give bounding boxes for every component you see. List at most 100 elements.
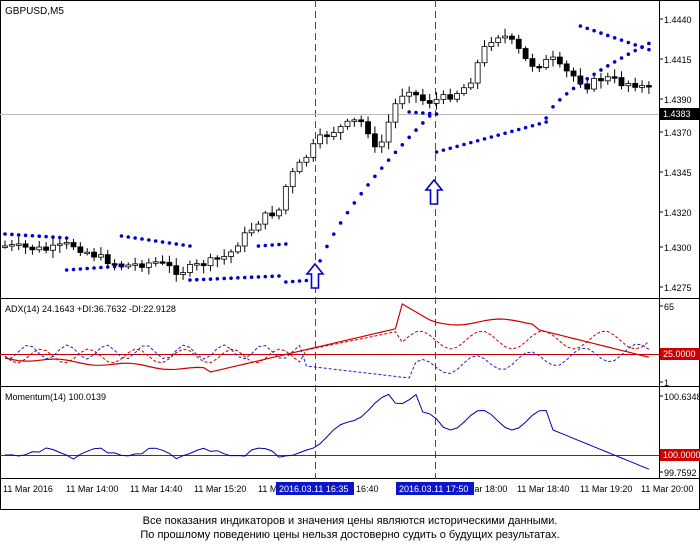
candle-body	[296, 161, 303, 173]
candle-body	[399, 95, 406, 105]
svg-text:1.4300: 1.4300	[664, 243, 692, 253]
psar-dot	[516, 127, 521, 132]
candle-body	[180, 272, 187, 275]
price-chart[interactable]: GBPUSD,M5 1.4440 1.4415 1.4390 1.4370 1.…	[0, 0, 700, 510]
candle-body	[159, 261, 166, 264]
psar-dot	[612, 36, 617, 40]
candle-body	[371, 133, 378, 148]
psar-dot	[229, 276, 233, 280]
candle-body	[255, 223, 262, 231]
psar-dot	[647, 47, 651, 52]
svg-text:11 Mar 19:20: 11 Mar 19:20	[580, 484, 632, 494]
adx-level-label: 25.0000	[663, 349, 696, 359]
psar-dot	[558, 98, 562, 102]
candlestick-series	[2, 28, 652, 282]
candle-body	[36, 246, 43, 251]
psar-dot	[578, 24, 583, 28]
psar-dot	[633, 43, 637, 47]
psar-dot	[523, 125, 528, 130]
psar-dot	[325, 244, 329, 249]
candle-body	[173, 265, 180, 275]
psar-dot	[647, 41, 651, 46]
svg-text:1.4345: 1.4345	[664, 168, 692, 178]
adx-main-line	[4, 303, 650, 373]
psar-dot	[571, 86, 576, 91]
psar-dot	[544, 120, 548, 124]
candle-body	[488, 42, 495, 47]
psar-dot	[153, 239, 158, 243]
candle-body	[221, 256, 228, 260]
psar-dot	[564, 92, 569, 96]
psar-dot	[612, 60, 617, 64]
psar-dot	[318, 259, 322, 263]
psar-dot	[10, 232, 14, 237]
candle-body	[166, 261, 173, 267]
disclaimer-line-1: Все показания индикаторов и значения цен…	[142, 515, 558, 527]
candle-body	[495, 37, 502, 43]
psar-dot	[619, 38, 624, 42]
svg-text:11 Mar 20:00: 11 Mar 20:00	[641, 484, 693, 494]
candle-body	[481, 46, 488, 64]
psar-dot	[215, 276, 220, 281]
candle-body	[2, 245, 8, 248]
psar-dot	[304, 278, 309, 283]
svg-text:11 Mar 14:40: 11 Mar 14:40	[130, 484, 182, 494]
svg-text:11 Mar 1: 11 Mar 1	[258, 484, 293, 494]
psar-dot	[16, 233, 21, 237]
svg-text:1.4440: 1.4440	[664, 15, 692, 25]
psar-dot	[37, 234, 42, 239]
candle-body	[91, 251, 97, 258]
candle-body	[604, 76, 611, 82]
disclaimer: Все показания индикаторов и значения цен…	[0, 514, 700, 542]
psar-dot	[174, 242, 179, 246]
svg-text:1.4275: 1.4275	[664, 283, 692, 293]
candle-body	[467, 82, 474, 89]
psar-dot	[482, 137, 487, 141]
candle-body	[145, 262, 152, 268]
psar-dot	[263, 274, 268, 279]
psar-dot	[400, 142, 405, 147]
candle-body	[461, 87, 467, 94]
psar-dot	[352, 201, 357, 205]
psar-dot	[414, 128, 418, 132]
momentum-axis: 100.6348 99.7592	[659, 392, 700, 478]
psar-dot	[277, 242, 281, 247]
candle-body	[241, 232, 248, 247]
time-highlight-1	[276, 482, 354, 495]
momentum-level-badge	[660, 449, 700, 461]
candle-body	[303, 156, 310, 163]
candle-body	[536, 66, 543, 69]
psar-dot	[633, 48, 637, 53]
svg-text:1.4320: 1.4320	[664, 208, 692, 218]
psar-dot	[407, 110, 411, 114]
psar-dot	[119, 234, 124, 238]
psar-dot	[30, 233, 35, 238]
psar-dot	[510, 129, 514, 134]
psar-dot	[99, 265, 103, 270]
candle-body	[392, 103, 399, 123]
adx-level-badge	[660, 348, 700, 360]
candle-body	[406, 91, 413, 97]
psar-dot	[640, 45, 644, 50]
svg-text:11 Mar 18:00: 11 Mar 18:00	[455, 484, 507, 494]
momentum-label: Momentum(14) 100.0139	[5, 392, 106, 402]
psar-dot	[455, 144, 459, 149]
candle-body	[454, 93, 461, 100]
candle-body	[104, 254, 111, 265]
psar-dot	[386, 158, 391, 162]
psar-dot	[619, 56, 624, 60]
psar-dot	[592, 28, 596, 33]
candle-body	[502, 35, 508, 39]
candle-body	[426, 100, 433, 104]
psar-dot	[421, 121, 425, 125]
candle-body	[563, 63, 570, 72]
psar-dot	[78, 267, 83, 271]
psar-dot	[626, 40, 631, 45]
adx-plus-di-line	[4, 330, 650, 364]
candle-body	[378, 141, 385, 148]
psar-dot	[338, 221, 343, 225]
candle-body	[84, 251, 91, 255]
candle-body	[98, 254, 104, 258]
psar-dot	[496, 133, 501, 137]
